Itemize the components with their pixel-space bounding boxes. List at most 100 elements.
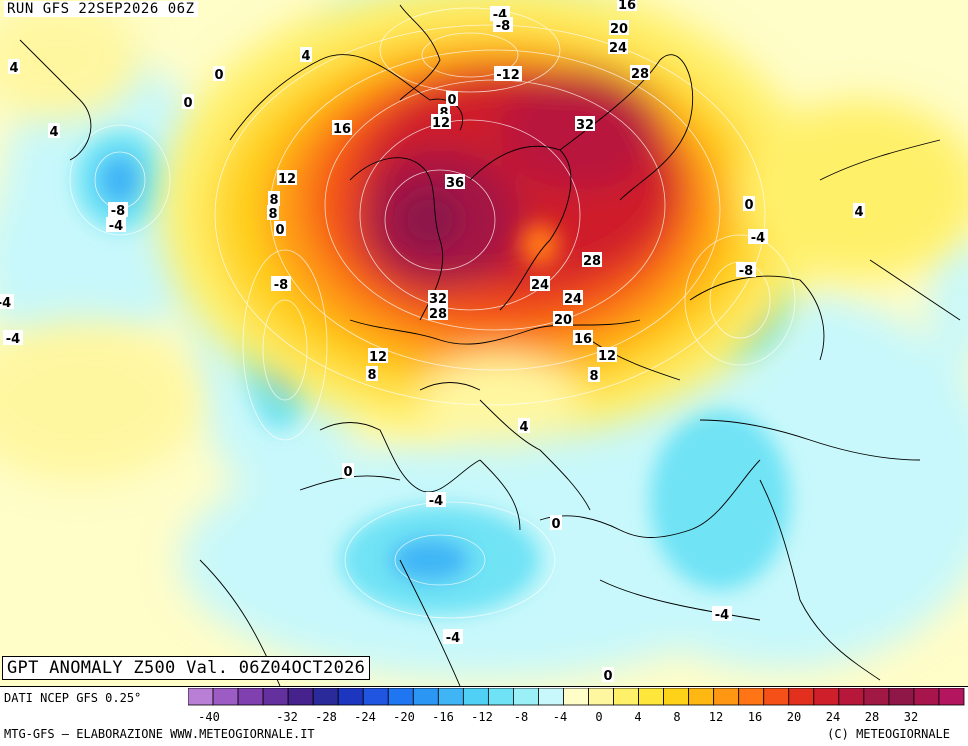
colorbar-swatch [563,688,589,706]
contour-label-bg [426,492,446,507]
contour-label: -8 [739,264,753,279]
colorbar-swatch [312,688,339,706]
colorbar-swatch [487,688,514,706]
contour-label: 28 [631,67,649,82]
colorbar-swatch [913,688,940,706]
contour-label: -4 [0,296,11,311]
contour-label-bg [277,170,297,185]
contour-label: 4 [49,125,58,140]
contour-label: 4 [301,49,310,64]
contour-label-bg [271,276,291,291]
copyright-label: (C) METEOGIORNALE [827,727,950,741]
contour-label-bg [428,305,448,320]
contour-label-bg [267,205,279,220]
contour-label-bg [106,217,126,232]
colorbar-swatch [188,688,214,706]
colorbar-tick-label: -16 [432,710,454,724]
contour-label: 16 [574,332,592,347]
contour-label-bg [274,221,286,236]
colorbar-swatch [763,688,790,706]
z500-anomaly-map: 16-4-8-122024283236322824242820161281284… [0,0,968,686]
elaboration-label: MTG-GFS — ELABORAZIONE WWW.METEOGIORNALE… [4,727,315,741]
colorbar-tick-label: -40 [198,710,220,724]
colorbar-swatch [788,688,815,706]
colorbar-swatch [513,688,539,706]
colorbar-tick-label: -4 [553,710,567,724]
colorbar-swatch [462,688,489,706]
contour-label-bg [609,20,629,35]
contour-label-bg [563,290,583,305]
contour-label-bg [575,116,595,131]
colorbar-swatch [613,688,639,706]
contour-label-bg [428,290,448,305]
contour-label-bg [431,114,451,129]
contour-label-bg [268,191,280,206]
colorbar-tick-label: -12 [471,710,493,724]
contour-label: 24 [609,41,627,56]
colorbar: -40 -32 -28 -24 -20 -16 -12 -8 -4 0 4 8 12 16 20 24 28 32… [188,688,965,724]
colorbar-tick-label: -20 [393,710,415,724]
contour-label-bg [573,330,593,345]
contour-label-bg [342,463,354,478]
colorbar-swatch [538,688,564,706]
colorbar-swatch [362,688,389,706]
contour-label-bg [494,66,522,81]
contour-label: 0 [214,68,223,83]
contour-label-bg [617,0,637,11]
contour-label: 20 [554,313,572,328]
colorbar-tick-label: 20 [787,710,801,724]
colorbar-swatch [838,688,865,706]
contour-label: 12 [432,116,450,131]
contour-label: -12 [496,68,520,83]
footer-legend: DATI NCEP GFS 0.25° -40 -32 -28 -24 -20 -16 -1… [0,686,968,746]
contour-label: -4 [429,494,443,509]
contour-label: -4 [751,231,765,246]
contour-label: 4 [854,205,863,220]
contour-label: 24 [531,278,549,293]
contour-label: 32 [576,118,594,133]
contour-label-bg [518,418,530,433]
contour-label: -8 [274,278,288,293]
colorbar-tick-label: 12 [709,710,723,724]
colorbar-tick-label: -28 [315,710,337,724]
colorbar-tick-label: 4 [634,710,641,724]
contour-label-bg [743,196,755,211]
colorbar-tick-label: -32 [276,710,298,724]
colorbar-swatch [387,688,414,706]
contour-label-bg [445,174,465,189]
contour-label-bg [588,367,600,382]
contour-label: 0 [447,93,456,108]
contour-label-bg [736,262,756,277]
contour-label: -4 [109,219,123,234]
contour-label: 0 [275,223,284,238]
contour-label: 8 [268,207,277,222]
colorbar-swatch [638,688,665,706]
contour-value-labels: 16-4-8-122024283236322824242820161281284… [0,0,865,684]
contour-label-bg [530,276,550,291]
contour-label-bg [493,17,513,32]
contour-label-bg [213,66,225,81]
contour-label: 12 [369,350,387,365]
contour-label: 8 [589,369,598,384]
colorbar-swatch [938,688,965,706]
contour-label: 12 [278,172,296,187]
colorbar-swatch [437,688,464,706]
colorbar-swatch [262,688,289,706]
colorbar-swatch [588,688,614,706]
contour-label: 12 [598,349,616,364]
contour-label-bg [8,59,20,74]
run-title: RUN GFS 22SEP2026 06Z [4,1,198,17]
contour-label-bg [853,203,865,218]
colorbar-swatch [888,688,915,706]
contour-label-bg [748,229,768,244]
contour-label-bg [182,94,194,109]
contour-label: 8 [367,368,376,383]
contour-label-bg [368,348,388,363]
contour-label: 8 [439,106,448,121]
colorbar-swatch [287,688,314,706]
contour-label-bg [630,65,650,80]
contour-label: 8 [269,193,278,208]
contour-label-bg [712,606,732,621]
colorbar-swatch [412,688,439,706]
contour-label-bg [3,330,23,345]
